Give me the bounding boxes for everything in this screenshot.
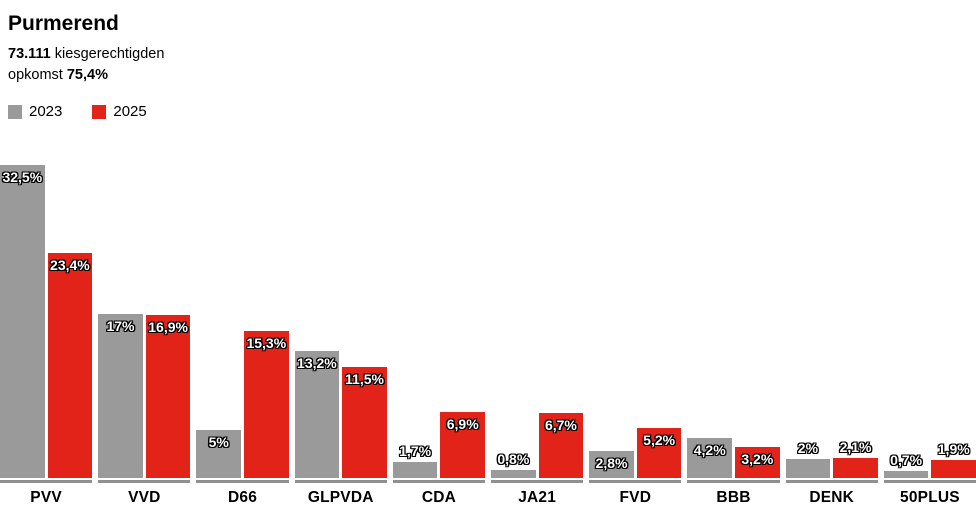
axis-baseline (491, 480, 584, 483)
axis-baseline (294, 480, 387, 483)
legend-label: 2023 (29, 103, 63, 120)
party-group-pvv: 32,5% 23,4% PVV (0, 165, 93, 507)
turnout-value: 75,4% (66, 67, 108, 83)
party-group-fvd: 2,8% 5,2% FVD (589, 165, 682, 507)
bar-vvd-2025: 16,9% (145, 315, 191, 478)
bar-d66-2023: 5% (196, 430, 242, 478)
axis-baseline (785, 480, 878, 483)
legend-item-2023: 2023 (8, 103, 62, 120)
bar-ja21-2023: 0,8% (491, 451, 536, 478)
party-group-vvd: 17% 16,9% VVD (98, 165, 191, 507)
value-label-cda-2025: 6,9% (446, 416, 479, 432)
party-group-glpvda: 13,2% 11,5% GLPVDA (294, 165, 387, 507)
page-title: Purmerend (8, 12, 119, 35)
party-label-cda: CDA (421, 489, 456, 506)
bar-bbb-2025: 3,2% (735, 447, 780, 478)
bar-cda-2025: 6,9% (440, 412, 486, 478)
legend-swatch-2023 (8, 104, 22, 119)
value-label-cda-2023: 1,7% (399, 443, 432, 459)
electorate-label: kiesgerechtigden (50, 46, 165, 62)
bar-d66-2025: 15,3% (244, 331, 289, 478)
party-group-cda: 1,7% 6,9% CDA (392, 165, 486, 507)
bar-pair: 17% 16,9% (98, 165, 191, 478)
value-label-fvd-2023: 2,8% (595, 455, 628, 471)
bar-fvd-2025: 5,2% (636, 428, 682, 478)
bar-ja21-2025: 6,7% (538, 413, 584, 478)
value-label-pvv-2023: 32,5% (2, 169, 43, 185)
bar-denk-2023: 2% (785, 440, 831, 478)
value-label-glpvda-2023: 13,2% (297, 355, 337, 371)
bar-pair: 13,2% 11,5% (294, 165, 387, 478)
party-label-d66: D66 (227, 489, 258, 506)
axis-baseline (392, 480, 486, 483)
value-label-bbb-2025: 3,2% (741, 451, 774, 467)
turnout-label: opkomst (8, 67, 67, 83)
value-label-d66-2023: 5% (208, 434, 229, 450)
legend-item-2025: 2025 (92, 103, 147, 120)
bar-vvd-2023: 17% (98, 314, 143, 478)
party-label-denk: DENK (809, 489, 855, 506)
bar-pvv-2025: 23,4% (47, 253, 93, 478)
bar-pair: 4,2% 3,2% (687, 165, 780, 478)
value-label-ja21-2025: 6,7% (544, 417, 577, 433)
bar-pair: 1,7% 6,9% (392, 165, 486, 478)
value-label-denk-2023: 2% (797, 440, 819, 456)
electorate-value: 73.111 (8, 46, 51, 62)
bar-cda-2023: 1,7% (392, 443, 438, 478)
party-label-glpvda: GLPVDA (307, 489, 374, 506)
party-group-bbb: 4,2% 3,2% BBB (687, 165, 780, 507)
party-group-denk: 2% 2,1% DENK (785, 165, 878, 507)
axis-baseline (883, 480, 976, 483)
axis-baseline (589, 480, 682, 483)
value-label-denk-2025: 2,1% (839, 439, 872, 455)
value-label-50plus-2025: 1,9% (937, 441, 970, 457)
value-label-vvd-2023: 17% (106, 318, 135, 334)
axis-baseline (98, 480, 191, 483)
legend-swatch-2025 (92, 104, 107, 119)
axis-baseline (687, 480, 780, 483)
bar-pair: 0,7% 1,9% (883, 165, 976, 478)
bar-glpvda-2025: 11,5% (342, 367, 387, 478)
bar-pair: 0,8% 6,7% (491, 165, 584, 478)
value-label-glpvda-2025: 11,5% (345, 371, 384, 387)
bar-pair: 32,5% 23,4% (0, 165, 93, 478)
party-label-bbb: BBB (716, 489, 751, 506)
bar-50plus-2023: 0,7% (883, 452, 929, 478)
party-label-vvd: VVD (128, 489, 161, 506)
value-label-bbb-2023: 4,2% (693, 442, 726, 458)
party-label-50plus: 50PLUS (900, 489, 960, 506)
chart-header: Purmerend 73.111 kiesgerechtigden opkoms… (0, 0, 976, 120)
value-label-ja21-2023: 0,8% (497, 451, 530, 467)
bar-chart: 32,5% 23,4% PVV 17% 16,9% VVD 5% 15,3% D66 13,2% 1… (0, 165, 976, 507)
bar-glpvda-2023: 13,2% (294, 351, 340, 478)
value-label-vvd-2025: 16,9% (148, 319, 188, 335)
bar-bbb-2023: 4,2% (687, 438, 733, 478)
party-label-fvd: FVD (619, 489, 652, 506)
bar-denk-2025: 2,1% (833, 439, 878, 478)
bar-pair: 5% 15,3% (196, 165, 289, 478)
legend-label: 2025 (113, 103, 147, 120)
bar-50plus-2025: 1,9% (931, 441, 976, 478)
axis-baseline (0, 480, 93, 483)
bar-pair: 2,8% 5,2% (589, 165, 682, 478)
turnout-line: opkomst 75,4% (8, 65, 976, 86)
party-group-50plus: 0,7% 1,9% 50PLUS (883, 165, 976, 507)
party-label-ja21: JA21 (518, 489, 557, 506)
value-label-d66-2025: 15,3% (246, 335, 287, 351)
party-group-d66: 5% 15,3% D66 (196, 165, 289, 507)
bar-fvd-2023: 2,8% (589, 451, 634, 478)
legend: 2023 2025 (8, 103, 976, 120)
bar-pair: 2% 2,1% (785, 165, 878, 478)
axis-baseline (196, 480, 289, 483)
bar-pvv-2023: 32,5% (0, 165, 45, 478)
value-label-50plus-2023: 0,7% (890, 452, 923, 468)
party-label-pvv: PVV (30, 489, 62, 506)
electorate-line: 73.111 kiesgerechtigden (8, 44, 976, 65)
value-label-fvd-2025: 5,2% (643, 432, 676, 448)
party-group-ja21: 0,8% 6,7% JA21 (491, 165, 584, 507)
value-label-pvv-2025: 23,4% (50, 257, 90, 273)
